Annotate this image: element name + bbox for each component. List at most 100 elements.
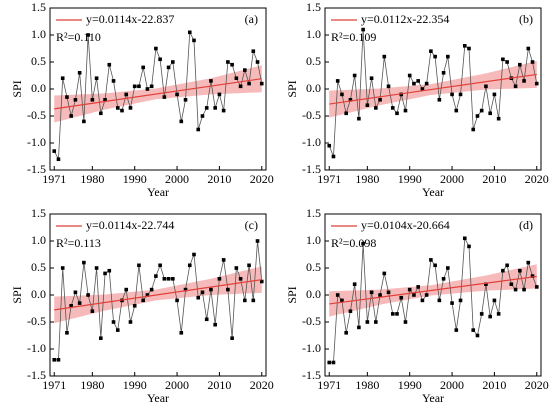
spi-point [60, 266, 65, 270]
spi-point [124, 287, 129, 292]
spi-point [390, 106, 395, 110]
spi-point [348, 98, 353, 102]
spi-point [331, 360, 336, 365]
spi-point [454, 108, 459, 113]
spi-point [352, 73, 357, 78]
spi-point [137, 263, 141, 268]
spi-point [175, 92, 179, 97]
spi-point [137, 84, 141, 89]
x-axis-label: Year [147, 391, 169, 405]
spi-point [361, 241, 365, 246]
legend-label: y=0.0112x-22.354 [361, 12, 449, 26]
y-tick-label: -1.0 [302, 341, 321, 355]
x-tick-label: 1990 [398, 378, 422, 392]
spi-point [446, 54, 450, 59]
spi-point [327, 360, 332, 365]
spi-point [327, 143, 332, 148]
x-tick-label: 1980 [80, 172, 104, 186]
spi-point [369, 76, 374, 80]
spi-point [234, 266, 239, 270]
spi-line [53, 30, 263, 161]
spi-point [99, 111, 103, 116]
spi-point [183, 287, 188, 292]
spi-point [255, 239, 260, 243]
x-tick-label: 2010 [482, 172, 506, 186]
spi-point [94, 266, 99, 270]
spi-point [433, 263, 437, 268]
spi-point [187, 263, 192, 268]
spi-point [467, 244, 471, 249]
x-tick-label: 2000 [440, 172, 464, 186]
spi-point [217, 277, 222, 281]
spi-point [132, 84, 137, 89]
spi-point [534, 81, 539, 86]
spi-point [395, 111, 399, 116]
spi-point [251, 298, 256, 303]
spi-point [357, 325, 361, 330]
spi-point [90, 309, 95, 313]
spi-point [86, 293, 90, 297]
spi-point [209, 79, 213, 83]
x-tick-label: 2000 [165, 378, 189, 392]
spi-line [329, 236, 538, 363]
y-tick-label: 0.5 [306, 54, 321, 68]
r2-label: R²=0.113 [56, 236, 101, 250]
x-tick-label: 1990 [398, 172, 422, 186]
x-axis-label: Year [147, 185, 169, 199]
spi-point [69, 304, 73, 308]
spi-point [145, 293, 150, 297]
y-axis-label: SPI [285, 80, 299, 97]
spi-point [226, 287, 230, 292]
spi-point [158, 263, 162, 268]
spi-point [513, 84, 518, 89]
spi-point [352, 282, 357, 286]
trend-line [329, 275, 537, 305]
spi-point [149, 287, 154, 292]
x-tick-label: 2010 [207, 172, 231, 186]
x-tick-label: 2000 [165, 172, 189, 186]
spi-point [187, 30, 192, 35]
spi-point [259, 279, 264, 284]
y-tick-label: -1.0 [27, 135, 46, 149]
y-tick-label: 0.0 [306, 81, 321, 95]
spi-point [230, 336, 234, 340]
spi-point [179, 119, 184, 124]
spi-point [221, 258, 226, 262]
spi-point [424, 293, 429, 297]
y-axis-label: SPI [10, 286, 24, 303]
spi-point [82, 119, 86, 124]
spi-point [462, 44, 467, 48]
y-tick-label: -1.5 [27, 368, 46, 382]
spi-point [488, 314, 492, 319]
panel-label: (a) [245, 12, 258, 26]
y-tick-label: 1.5 [31, 0, 46, 14]
y-tick-label: -0.5 [302, 314, 321, 328]
y-tick-label: -0.5 [302, 108, 321, 122]
spi-point [450, 92, 454, 97]
spi-point [209, 287, 213, 292]
spi-point [73, 98, 78, 102]
r2-label: R²=0.110 [56, 30, 101, 44]
spi-point [65, 95, 69, 99]
spi-point [196, 127, 201, 132]
spi-point [441, 277, 446, 281]
y-tick-label: -1.0 [27, 341, 46, 355]
spi-point [534, 285, 539, 289]
spi-point [386, 290, 391, 295]
y-tick-label: 1.5 [31, 206, 46, 220]
y-tick-label: 1.0 [31, 27, 46, 41]
spi-point [192, 38, 196, 43]
y-tick-label: 0.5 [31, 54, 46, 68]
x-tick-label: 1990 [123, 172, 147, 186]
spi-point [247, 263, 251, 268]
spi-point [141, 298, 145, 303]
spi-point [492, 298, 497, 303]
spi-point [221, 108, 226, 113]
legend-label: y=0.0114x-22.837 [86, 12, 174, 26]
spi-point [175, 298, 179, 303]
spi-point [111, 79, 116, 83]
spi-point [259, 81, 264, 86]
spi-point [374, 320, 378, 324]
spi-point [171, 60, 175, 64]
spi-point [154, 46, 158, 51]
